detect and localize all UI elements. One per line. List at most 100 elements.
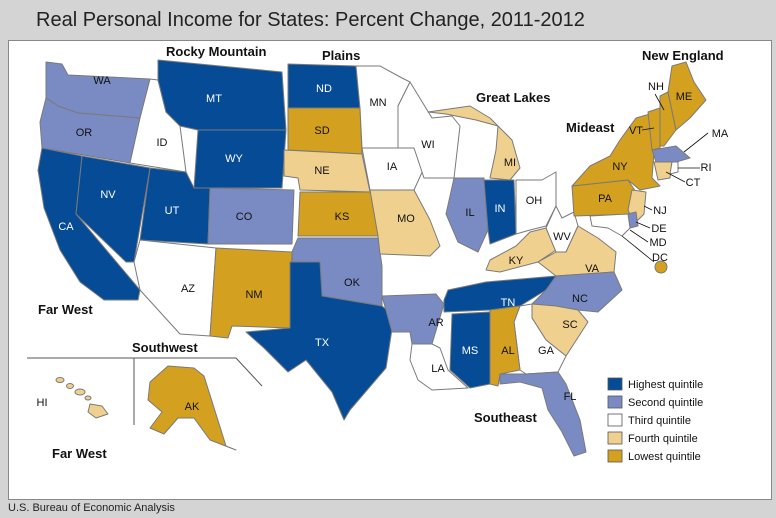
state-co[interactable]: [207, 187, 295, 245]
region-label-great-lakes: Great Lakes: [476, 90, 550, 105]
legend-label-fourth: Fourth quintile: [628, 433, 698, 445]
state-ri[interactable]: [669, 161, 679, 175]
state-label-wy: WY: [225, 153, 243, 165]
state-dc[interactable]: [654, 260, 668, 274]
state-ak[interactable]: [147, 365, 237, 451]
state-label-nc: NC: [572, 293, 588, 305]
state-label-tn: TN: [501, 297, 516, 309]
state-label-hi: HI: [37, 397, 48, 409]
state-la[interactable]: [409, 343, 469, 391]
state-ma[interactable]: [651, 145, 691, 163]
state-label-ca: CA: [58, 221, 74, 233]
region-label-southwest: Southwest: [132, 340, 198, 355]
state-label-me: ME: [676, 91, 693, 103]
state-label-dc: DC: [652, 252, 668, 264]
state-mt[interactable]: [157, 59, 287, 131]
state-label-id: ID: [157, 137, 168, 149]
state-label-vt: VT: [629, 125, 643, 137]
inset-divider: [27, 357, 263, 387]
state-labels: WA OR CA NV ID MT WY UT CO AZ NM TX OK N…: [37, 75, 729, 413]
map-title: Real Personal Income for States: Percent…: [36, 9, 585, 31]
state-nh[interactable]: [659, 91, 677, 147]
region-label-far-west: Far West: [38, 302, 93, 317]
state-label-ks: KS: [335, 211, 350, 223]
state-mo[interactable]: [369, 189, 441, 257]
state-label-co: CO: [236, 211, 253, 223]
leader-lines: [621, 93, 709, 263]
legend-swatch-fourth: [607, 431, 623, 445]
state-label-ma: MA: [712, 128, 729, 140]
state-md[interactable]: [589, 213, 631, 237]
state-tx[interactable]: [245, 261, 395, 421]
state-wi[interactable]: [397, 81, 461, 179]
region-label-mideast: Mideast: [566, 120, 615, 135]
state-label-tx: TX: [315, 337, 330, 349]
legend-swatch-highest: [607, 377, 623, 391]
state-al[interactable]: [489, 305, 521, 387]
state-ne[interactable]: [283, 149, 371, 193]
state-label-mt: MT: [206, 93, 222, 105]
state-label-ut: UT: [165, 205, 180, 217]
state-label-sc: SC: [562, 319, 577, 331]
legend-label-highest: Highest quintile: [628, 379, 703, 391]
legend-swatch-third: [607, 413, 623, 427]
state-label-nd: ND: [316, 83, 332, 95]
state-label-wv: WV: [553, 231, 571, 243]
state-hi[interactable]: [55, 377, 109, 419]
legend: Highest quintile Second quintile Third qui…: [607, 377, 703, 463]
state-label-ny: NY: [612, 161, 628, 173]
state-label-de: DE: [651, 223, 666, 235]
state-label-ia: IA: [387, 161, 398, 173]
state-label-ct: CT: [686, 177, 701, 189]
state-label-ak: AK: [185, 401, 200, 413]
state-label-fl: FL: [564, 391, 577, 403]
state-label-or: OR: [76, 127, 93, 139]
region-labels: Rocky Mountain Plains New England Great …: [38, 44, 724, 461]
state-ct[interactable]: [653, 161, 673, 181]
state-label-ky: KY: [509, 255, 524, 267]
state-nv[interactable]: [75, 155, 151, 263]
state-label-pa: PA: [598, 193, 613, 205]
state-label-md: MD: [649, 237, 666, 249]
state-az[interactable]: [133, 239, 217, 337]
state-label-mo: MO: [397, 213, 415, 225]
state-label-ar: AR: [428, 317, 443, 329]
state-label-wa: WA: [93, 75, 111, 87]
state-label-ms: MS: [462, 345, 479, 357]
state-ms[interactable]: [449, 311, 491, 389]
legend-swatch-lowest: [607, 449, 623, 463]
legend-label-third: Third quintile: [628, 415, 691, 427]
state-fl[interactable]: [499, 371, 587, 457]
state-label-nv: NV: [100, 189, 116, 201]
legend-swatch-second: [607, 395, 623, 409]
state-label-nm: NM: [245, 289, 262, 301]
source-note: U.S. Bureau of Economic Analysis: [8, 502, 175, 514]
state-label-ok: OK: [344, 277, 361, 289]
state-il[interactable]: [445, 177, 489, 253]
state-label-la: LA: [431, 363, 445, 375]
state-label-az: AZ: [181, 283, 195, 295]
state-label-oh: OH: [526, 195, 543, 207]
state-label-va: VA: [585, 263, 600, 275]
state-label-mn: MN: [369, 97, 386, 109]
legend-label-lowest: Lowest quintile: [628, 451, 701, 463]
state-label-nj: NJ: [653, 205, 666, 217]
region-label-southeast: Southeast: [474, 410, 538, 425]
state-label-ne: NE: [314, 165, 329, 177]
state-vt[interactable]: [647, 107, 661, 151]
state-label-sd: SD: [314, 125, 329, 137]
state-label-ga: GA: [538, 345, 555, 357]
state-label-il: IL: [465, 207, 474, 219]
state-me[interactable]: [667, 61, 707, 131]
state-label-mi: MI: [504, 157, 516, 169]
state-label-ri: RI: [701, 162, 712, 174]
state-label-wi: WI: [421, 139, 434, 151]
state-in[interactable]: [483, 179, 517, 245]
state-mi[interactable]: [427, 105, 521, 181]
region-label-plains: Plains: [322, 48, 360, 63]
region-label-far-west-inset: Far West: [52, 446, 107, 461]
state-label-in: IN: [495, 203, 506, 215]
state-wy[interactable]: [193, 129, 287, 189]
region-label-new-england: New England: [642, 48, 724, 63]
